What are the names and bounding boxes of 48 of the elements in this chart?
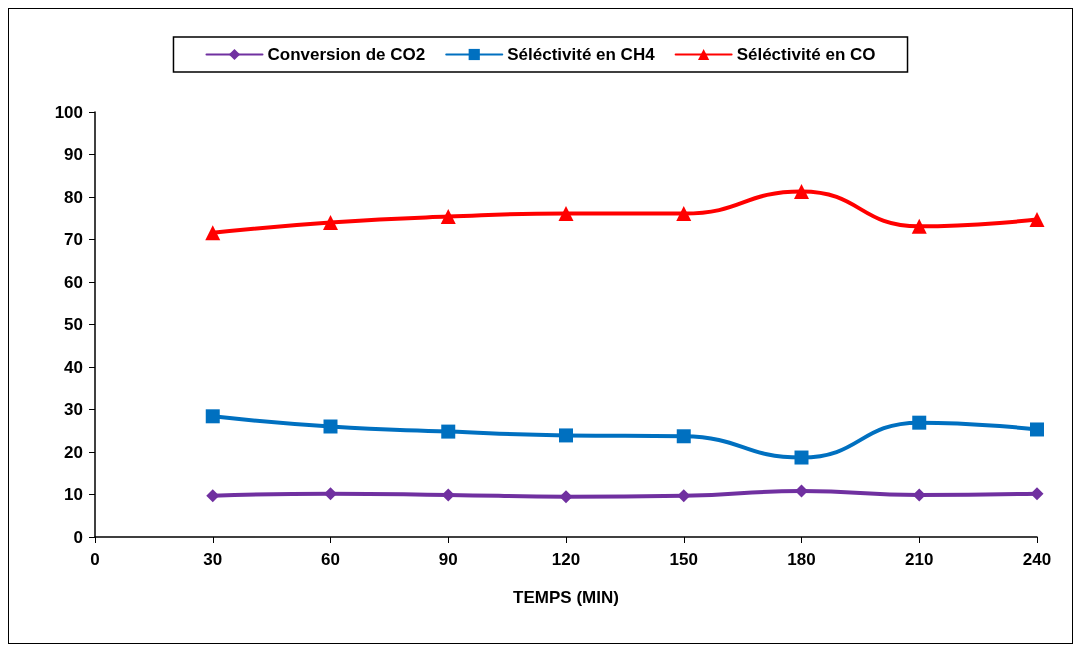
point <box>559 428 573 443</box>
x-tick-label: 60 <box>321 550 340 569</box>
point <box>323 215 338 230</box>
x-tick-label: 180 <box>787 550 816 569</box>
x-tick-label: 0 <box>90 550 100 569</box>
point <box>1030 487 1044 501</box>
y-tick-label: 100 <box>54 102 83 122</box>
point <box>440 209 456 225</box>
point <box>205 225 221 241</box>
y-tick-label: 60 <box>64 272 83 292</box>
point <box>794 450 809 465</box>
point <box>794 183 809 199</box>
legend-label: Séléctivité en CH4 <box>507 45 656 64</box>
point <box>912 488 926 502</box>
x-tick-label: 30 <box>203 550 223 569</box>
y-tick-label: 30 <box>64 400 83 419</box>
y-tick-label: 10 <box>64 485 83 504</box>
point <box>205 409 220 424</box>
point <box>795 484 808 498</box>
y-tick-label: 90 <box>64 145 83 164</box>
x-tick-label: 120 <box>551 550 581 569</box>
x-tick-label: 90 <box>438 550 458 569</box>
point <box>324 487 337 501</box>
point <box>441 488 455 502</box>
point <box>677 489 691 503</box>
point <box>1030 422 1044 437</box>
y-tick-label: 0 <box>73 527 83 547</box>
y-tick-label: 70 <box>64 230 83 249</box>
x-tick-label: 210 <box>905 550 934 569</box>
legend-label: Séléctivité en CO <box>736 45 876 64</box>
point <box>912 415 927 430</box>
x-tick-label: 240 <box>1022 550 1052 569</box>
point <box>558 206 574 222</box>
x-tick-label: 150 <box>669 550 698 569</box>
y-tick-label: 80 <box>64 187 83 207</box>
point <box>676 429 691 444</box>
point <box>559 490 573 504</box>
point <box>441 424 456 439</box>
point <box>676 206 692 222</box>
y-tick-label: 50 <box>64 315 83 334</box>
point <box>1029 212 1045 228</box>
point <box>911 218 927 234</box>
point <box>206 489 220 503</box>
x-axis-title: TEMPS (MIN) <box>513 588 619 607</box>
legend-label: Conversion de CO2 <box>267 45 426 64</box>
y-tick-label: 40 <box>64 357 83 377</box>
point <box>323 419 338 434</box>
y-tick-label: 20 <box>64 442 83 462</box>
